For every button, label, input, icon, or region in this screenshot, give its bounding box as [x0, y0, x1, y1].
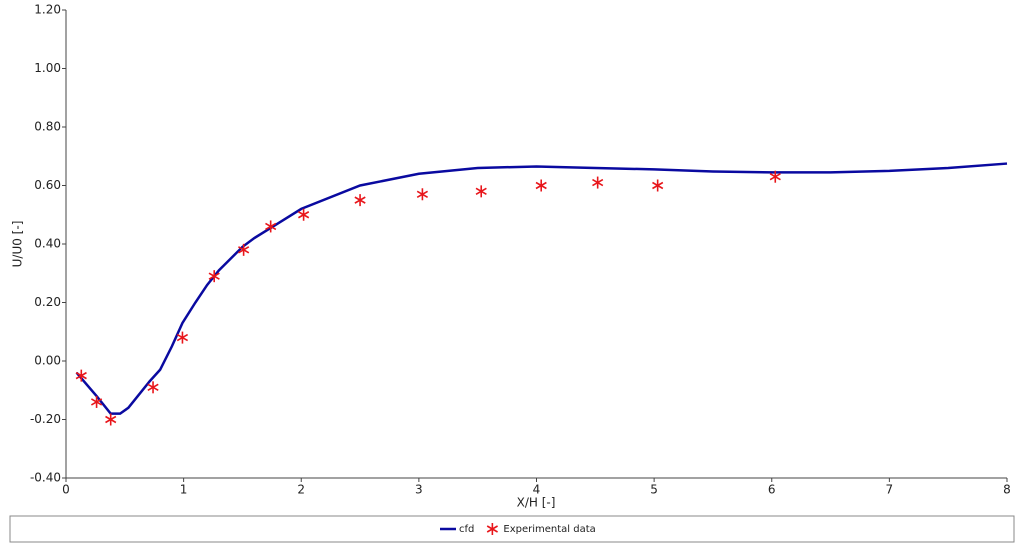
y-axis-label: U/U0 [-]	[11, 221, 25, 268]
x-tick-label: 5	[650, 483, 658, 497]
y-tick-label: -0.40	[30, 471, 61, 485]
marker-stroke	[416, 190, 428, 198]
cfd-line	[75, 162, 1008, 415]
marker-stroke	[176, 333, 189, 342]
data-point	[416, 188, 428, 201]
y-tick-label: 0.60	[34, 178, 61, 192]
marker-stroke	[486, 525, 498, 533]
x-tick-label: 7	[886, 483, 894, 497]
marker-stroke	[475, 187, 487, 196]
marker-stroke	[265, 222, 277, 231]
data-point	[208, 270, 220, 283]
data-point	[475, 185, 487, 198]
marker-stroke	[75, 371, 87, 380]
data-point	[105, 413, 117, 426]
marker-stroke	[592, 178, 604, 187]
data-point	[238, 243, 250, 256]
marker-stroke	[238, 246, 250, 254]
x-tick-label: 2	[297, 483, 305, 497]
legend-label: Experimental data	[503, 524, 595, 535]
x-tick-label: 8	[1003, 483, 1011, 497]
x-tick-label: 6	[768, 483, 776, 497]
y-tick-label: -0.20	[30, 412, 61, 426]
y-tick-label: 1.00	[34, 61, 61, 75]
data-point	[592, 176, 604, 189]
data-point	[535, 179, 547, 192]
legend-swatch	[486, 523, 498, 535]
marker-stroke	[105, 415, 117, 424]
data-point	[354, 194, 366, 207]
y-tick-label: 1.20	[34, 3, 61, 17]
data-point	[147, 381, 159, 394]
marker-stroke	[208, 272, 220, 280]
data-point	[769, 170, 781, 183]
marker-stroke	[298, 211, 310, 219]
marker-stroke	[535, 181, 547, 190]
data-point	[265, 220, 277, 233]
x-tick-label: 3	[415, 483, 423, 497]
marker-stroke	[90, 398, 103, 406]
y-tick-label: 0.00	[34, 354, 61, 368]
y-tick-label: 0.40	[34, 237, 61, 251]
legend-label: cfd	[459, 524, 474, 535]
data-point	[298, 208, 310, 221]
x-axis-label: X/H [-]	[517, 496, 556, 510]
legend-box	[9, 515, 1015, 543]
data-point	[75, 369, 87, 382]
data-point	[652, 179, 664, 192]
data-point	[176, 331, 189, 344]
marker-stroke	[769, 173, 781, 181]
x-tick-label: 4	[533, 483, 541, 497]
marker-stroke	[354, 196, 366, 204]
marker-stroke	[147, 383, 159, 392]
x-tick-label: 1	[180, 483, 188, 497]
y-tick-label: 0.20	[34, 295, 61, 309]
marker-stroke	[652, 181, 664, 190]
y-tick-label: 0.80	[34, 120, 61, 134]
x-tick-label: 0	[62, 483, 70, 497]
data-point	[90, 395, 103, 408]
